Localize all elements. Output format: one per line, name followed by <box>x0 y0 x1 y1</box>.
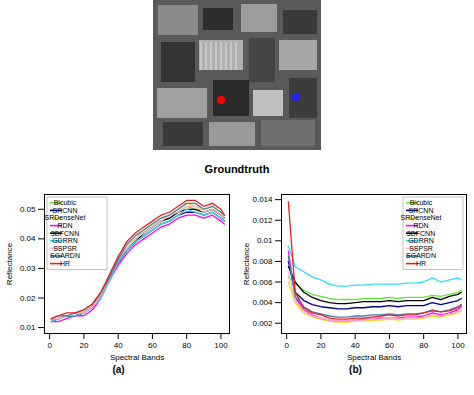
svg-text:100: 100 <box>451 341 465 350</box>
svg-text:80: 80 <box>419 341 428 350</box>
svg-text:Spectral Bands: Spectral Bands <box>347 353 401 362</box>
svg-text:SRCNN: SRCNN <box>53 207 78 214</box>
svg-text:HR: HR <box>416 260 426 267</box>
svg-text:0: 0 <box>284 341 289 350</box>
svg-text:0.006: 0.006 <box>252 278 273 287</box>
svg-text:SRCNN: SRCNN <box>409 207 434 214</box>
svg-text:RDN: RDN <box>413 222 428 229</box>
svg-text:0.004: 0.004 <box>252 298 273 307</box>
svg-text:GDRRN: GDRRN <box>408 237 434 244</box>
svg-text:RDN: RDN <box>57 222 72 229</box>
svg-text:20: 20 <box>79 341 88 350</box>
svg-text:0.002: 0.002 <box>252 319 273 328</box>
svg-text:60: 60 <box>385 341 394 350</box>
svg-text:0.04: 0.04 <box>20 234 36 243</box>
html-text:Groundtruth: Groundtruth <box>204 163 270 175</box>
html-text:(a): (a) <box>112 364 125 375</box>
svg-text:3DFCNN: 3DFCNN <box>407 230 435 237</box>
svg-text:SGARDN: SGARDN <box>50 252 80 259</box>
svg-text:Bicubic: Bicubic <box>54 199 77 206</box>
svg-text:Bicubic: Bicubic <box>410 199 433 206</box>
svg-text:Reflectance: Reflectance <box>5 242 14 285</box>
svg-text:SGARDN: SGARDN <box>406 252 436 259</box>
svg-text:SSPSR: SSPSR <box>53 245 77 252</box>
svg-text:3DFCNN: 3DFCNN <box>51 230 79 237</box>
html-text:(b): (b) <box>349 364 362 375</box>
svg-text:40: 40 <box>114 341 123 350</box>
svg-text:0: 0 <box>47 341 52 350</box>
svg-text:40: 40 <box>351 341 360 350</box>
svg-text:0.05: 0.05 <box>20 205 36 214</box>
svg-text:SRDenseNet: SRDenseNet <box>45 214 86 221</box>
svg-text:60: 60 <box>148 341 157 350</box>
svg-text:0.01: 0.01 <box>20 323 36 332</box>
svg-text:SRDenseNet: SRDenseNet <box>401 214 442 221</box>
svg-text:20: 20 <box>316 341 325 350</box>
svg-text:0.03: 0.03 <box>20 264 36 273</box>
svg-text:0.014: 0.014 <box>252 195 273 204</box>
svg-text:GDRRN: GDRRN <box>52 237 78 244</box>
svg-text:0.02: 0.02 <box>20 294 36 303</box>
svg-text:0.01: 0.01 <box>257 236 273 245</box>
svg-text:80: 80 <box>182 341 191 350</box>
svg-text:Reflectance: Reflectance <box>242 242 251 285</box>
svg-text:0.008: 0.008 <box>252 257 273 266</box>
svg-text:0.012: 0.012 <box>252 216 273 225</box>
svg-text:Spectral Bands: Spectral Bands <box>110 353 164 362</box>
svg-text:100: 100 <box>214 341 228 350</box>
svg-text:HR: HR <box>60 260 70 267</box>
svg-text:SSPSR: SSPSR <box>409 245 433 252</box>
